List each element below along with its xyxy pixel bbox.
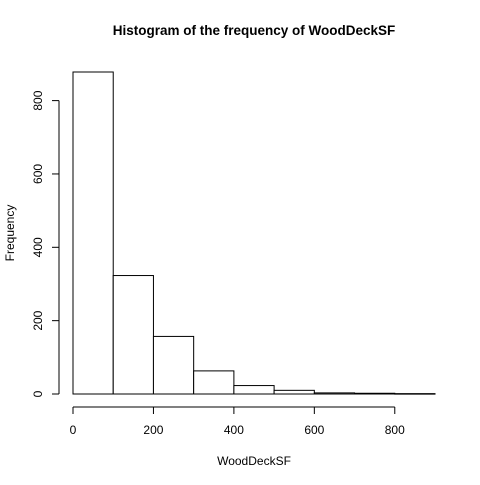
chart-title: Histogram of the frequency of WoodDeckSF [113,23,396,38]
histogram-bar [152,335,195,395]
x-axis: 0 200 400 600 800 [70,406,405,437]
y-tick-label: 400 [31,237,45,257]
x-tick-label: 600 [304,423,324,437]
y-tick-label: 0 [31,390,45,397]
y-tick-label: 600 [31,164,45,184]
histogram-bar [72,71,114,395]
y-axis: 0 200 400 600 800 [31,90,60,397]
x-tick-label: 0 [70,423,77,437]
x-axis-label: WoodDeckSF [217,454,291,468]
histogram-bar [193,370,235,395]
histogram-bar [313,392,356,395]
x-tick-label: 800 [385,423,405,437]
x-tick-label: 400 [224,423,244,437]
histogram-bar [394,393,436,395]
histogram-bar [233,385,275,395]
x-tick-label: 200 [143,423,163,437]
y-axis-label: Frequency [3,205,17,262]
y-tick-label: 800 [31,90,45,110]
histogram-bar [112,275,154,395]
histogram-bar [354,392,396,395]
y-tick-label: 200 [31,310,45,330]
histogram-bar [273,389,315,395]
bars-group [72,71,436,395]
